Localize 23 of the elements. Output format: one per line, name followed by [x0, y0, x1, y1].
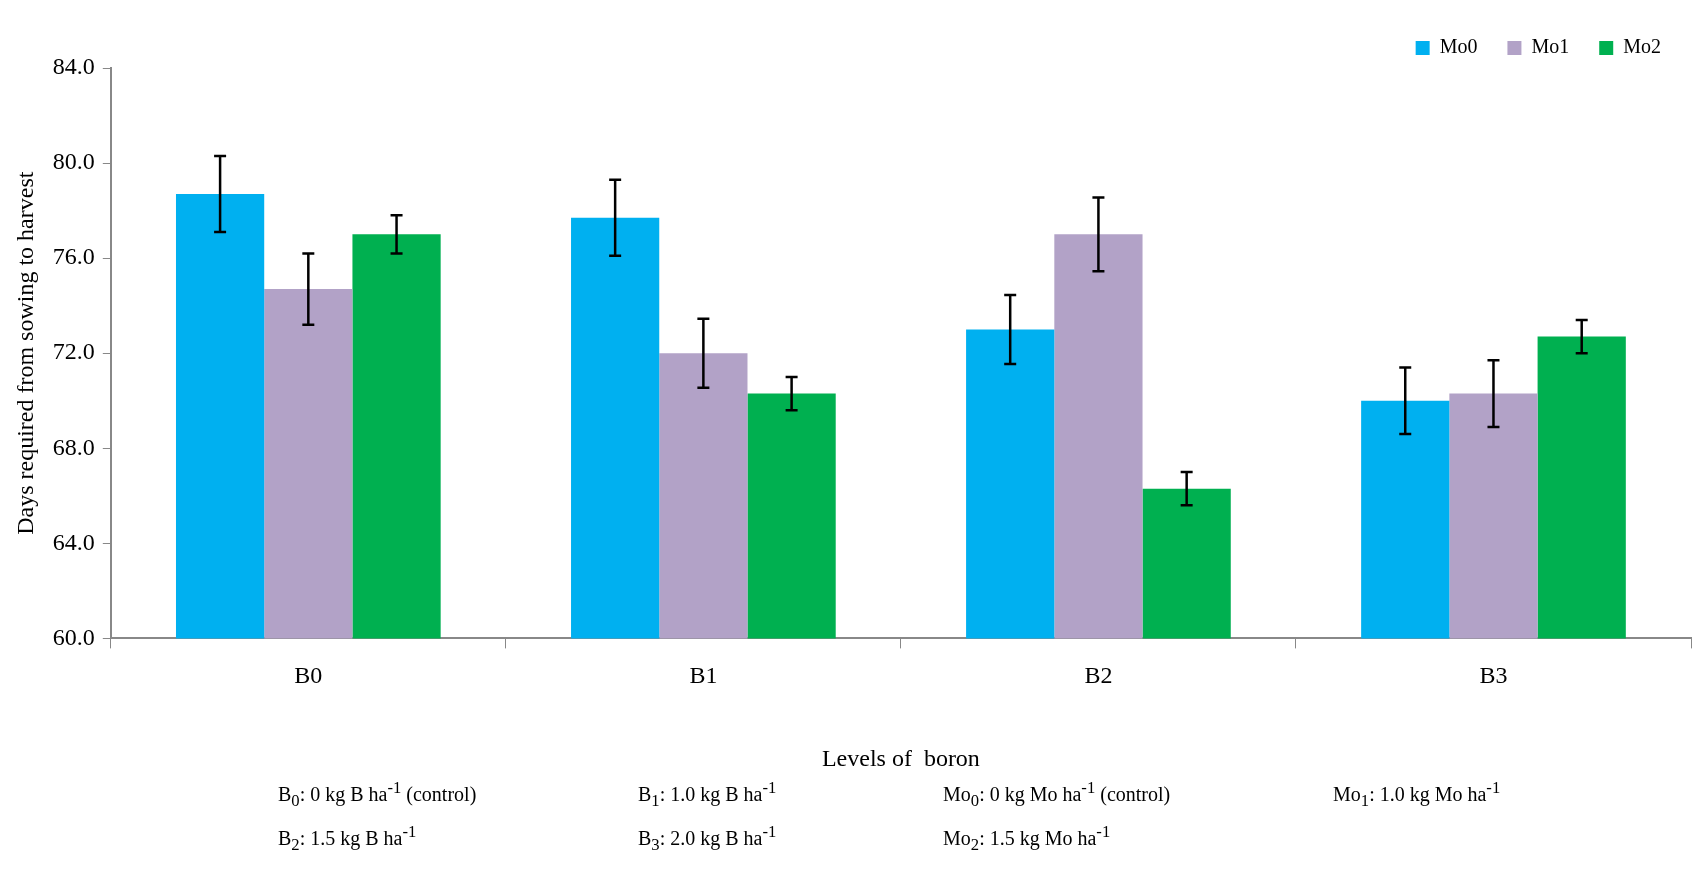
legend-label: Mo2 — [1623, 35, 1662, 58]
text: B$_{0}$: 0 kg B ha$^{-1}$ (control) — [278, 778, 477, 811]
y-tick-label: 80.0 — [52, 148, 95, 175]
text: B$_{2}$: 1.5 kg B ha$^{-1}$ — [278, 822, 417, 855]
legend-label: Mo1 — [1531, 35, 1570, 58]
y-tick-label: 64.0 — [52, 528, 95, 555]
x-tick-label: B3 — [1479, 662, 1508, 689]
y-tick-label: 84.0 — [52, 53, 95, 80]
text: B$_{3}$: 2.0 kg B ha$^{-1}$ — [638, 822, 777, 855]
text: Mo$_{0}$: 0 kg Mo ha$^{-1}$ (control) — [943, 778, 1171, 811]
x-tick-label: B1 — [689, 662, 718, 689]
y-tick-label: 76.0 — [52, 243, 95, 270]
y-tick-label: 60.0 — [52, 623, 95, 650]
text: Mo$_{1}$: 1.0 kg Mo ha$^{-1}$ — [1333, 778, 1501, 811]
y-tick-label: 68.0 — [52, 433, 95, 460]
legend-label: Mo0 — [1439, 35, 1478, 58]
x-tick-label: B0 — [294, 662, 323, 689]
x-axis-title: Levels of boron — [821, 744, 980, 771]
text: B$_{1}$: 1.0 kg B ha$^{-1}$ — [638, 778, 777, 811]
y-axis-title: Days required from sowing to harvest — [11, 171, 38, 535]
text: Mo$_{2}$: 1.5 kg Mo ha$^{-1}$ — [943, 822, 1111, 855]
x-tick-label: B2 — [1084, 662, 1113, 689]
y-tick-label: 72.0 — [52, 338, 95, 365]
